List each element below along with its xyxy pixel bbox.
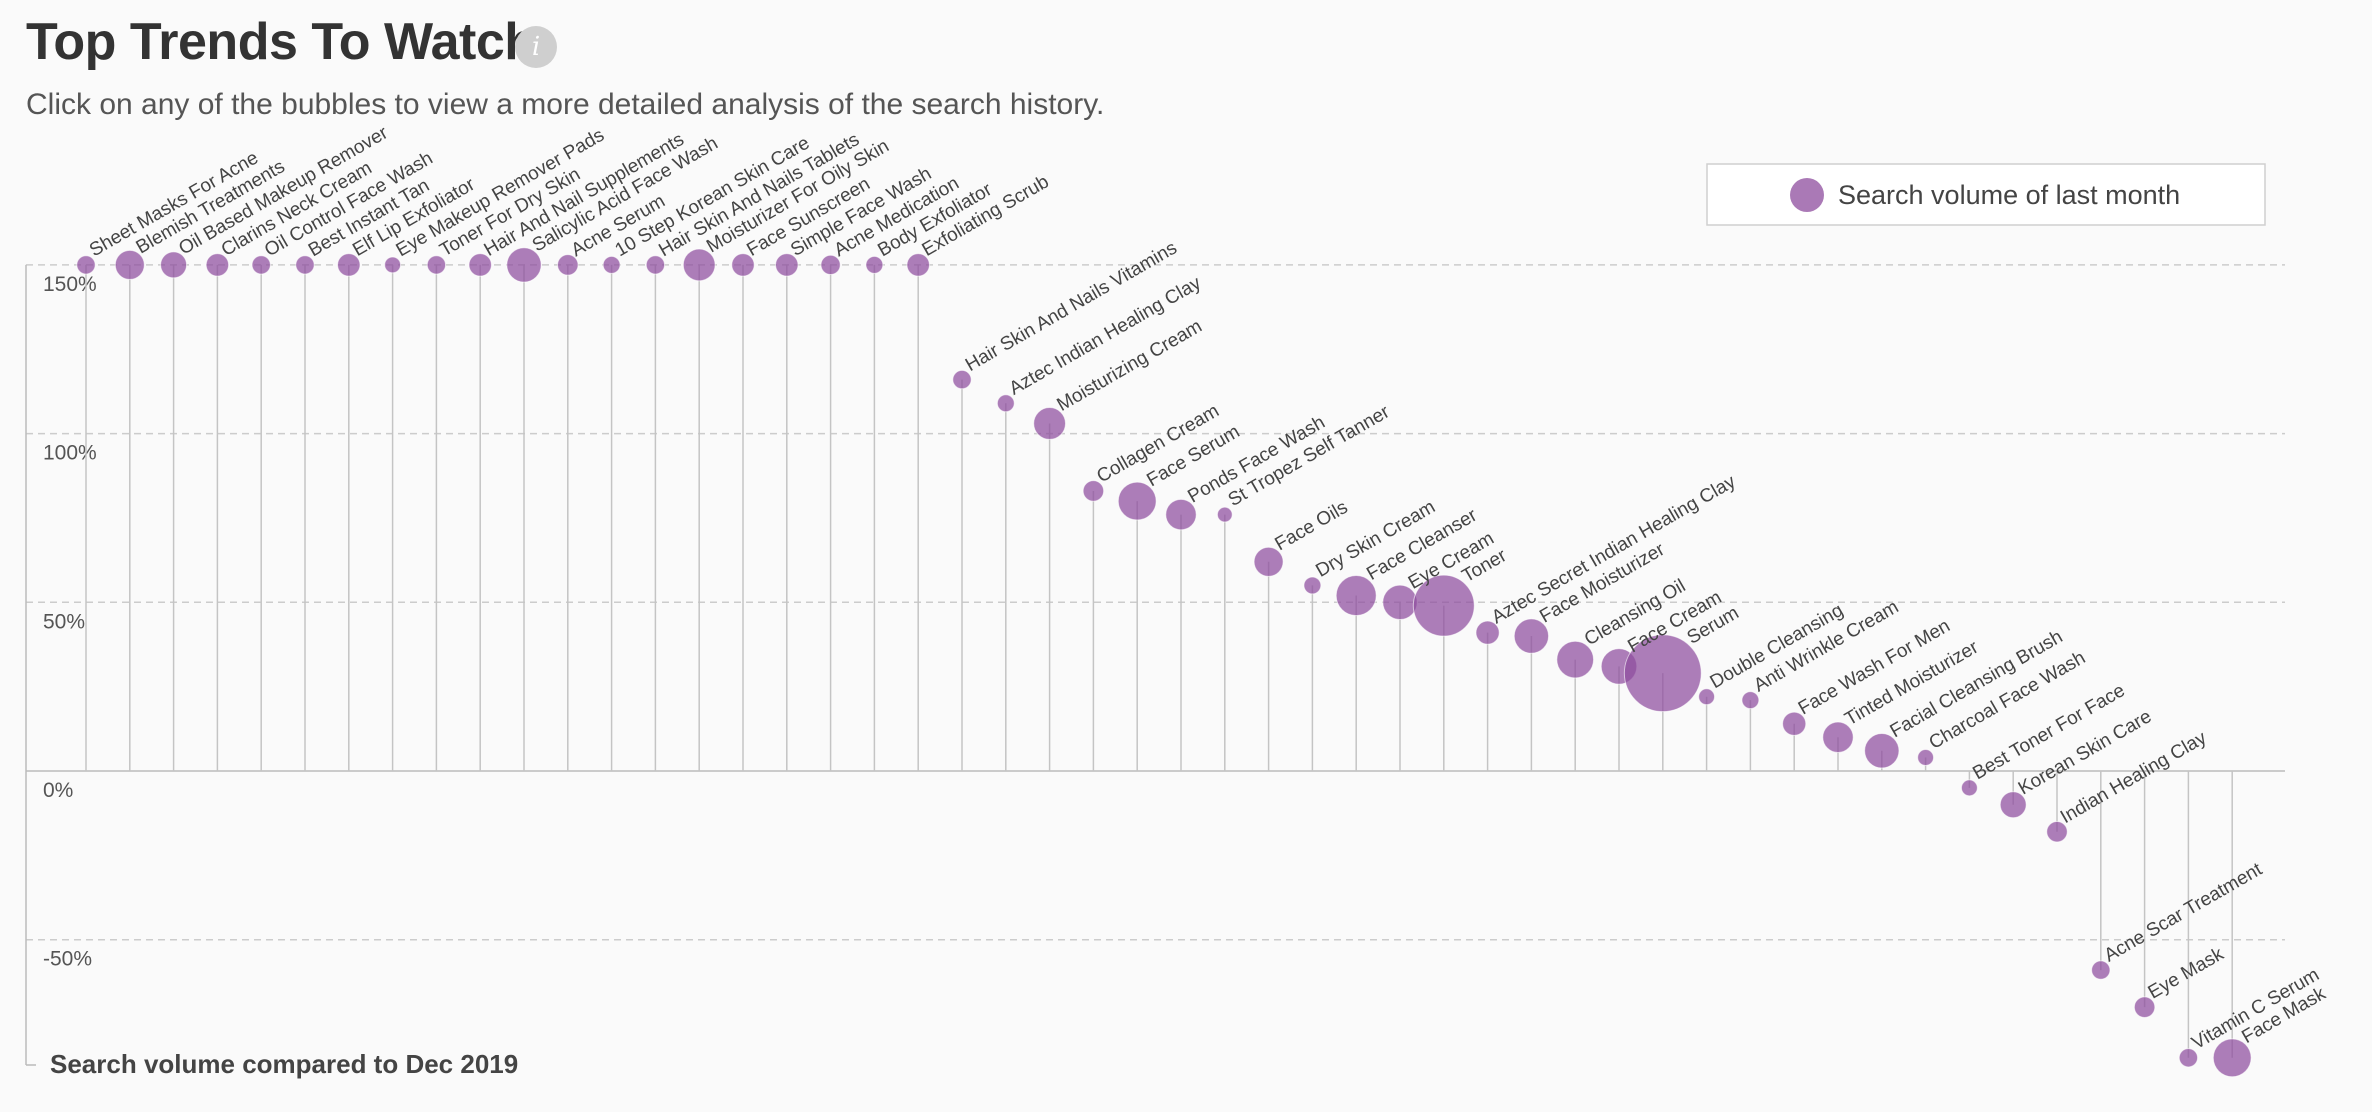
y-tick-label: 50% — [43, 610, 85, 633]
trend-bubble[interactable] — [952, 369, 972, 390]
y-tick-label: 0% — [43, 779, 73, 802]
legend-label: Search volume of last month — [1838, 180, 2180, 210]
trend-bubble[interactable] — [645, 255, 666, 275]
trend-bubble[interactable] — [1741, 691, 1760, 710]
trend-bubble[interactable] — [1475, 620, 1500, 645]
stem-layer — [85, 264, 2233, 1058]
trend-bubble[interactable] — [2212, 1038, 2252, 1078]
trend-bubble[interactable] — [1698, 688, 1716, 706]
trend-bubble[interactable] — [865, 255, 884, 274]
trend-bubble[interactable] — [602, 255, 621, 274]
trend-bubble[interactable] — [2178, 1048, 2199, 1068]
trend-bubble[interactable] — [384, 256, 402, 274]
trend-bubble[interactable] — [906, 253, 930, 277]
trend-bubble[interactable] — [1216, 506, 1233, 523]
bubble-layer — [76, 247, 2252, 1078]
trend-bubble[interactable] — [251, 255, 271, 275]
bubble-label: Eye Mask — [2145, 943, 2228, 1003]
trend-bubble[interactable] — [295, 255, 315, 275]
legend-swatch — [1790, 178, 1824, 212]
y-axis-label: Search volume compared to Dec 2019 — [50, 1049, 518, 1079]
trend-bubble[interactable] — [1782, 711, 1807, 736]
trend-bubble[interactable] — [76, 255, 96, 275]
trend-bubble[interactable] — [1556, 640, 1595, 679]
trend-bubble[interactable] — [1999, 791, 2027, 819]
trend-bubble[interactable] — [1513, 618, 1550, 654]
trend-bubble[interactable] — [1303, 576, 1322, 595]
bubble-label: Indian Healing Clay — [2057, 727, 2211, 828]
trend-bubble[interactable] — [1412, 574, 1475, 637]
axis-layer — [25, 264, 2285, 1066]
trend-bubble[interactable] — [1082, 480, 1105, 502]
trend-bubble[interactable] — [337, 253, 361, 277]
trend-bubble[interactable] — [820, 254, 841, 276]
trend-bubble[interactable] — [2046, 820, 2068, 843]
trend-bubble[interactable] — [1917, 749, 1935, 766]
trend-bubble[interactable] — [557, 254, 579, 276]
trend-bubble[interactable] — [205, 253, 230, 277]
trend-bubble[interactable] — [1623, 634, 1702, 713]
trend-bubble[interactable] — [1822, 721, 1854, 754]
trend-bubble[interactable] — [775, 253, 799, 277]
trend-bubble[interactable] — [114, 249, 145, 280]
trend-bubble[interactable] — [506, 247, 542, 283]
trend-bubble[interactable] — [1253, 546, 1284, 577]
trend-bubble[interactable] — [2133, 996, 2156, 1018]
grid-layer: 150% 100% 50% 0% -50% — [26, 264, 2285, 971]
trend-bubble[interactable] — [1864, 733, 1900, 769]
y-tick-label: 100% — [43, 442, 97, 465]
trend-bubble[interactable] — [1382, 584, 1418, 620]
trend-bubble[interactable] — [160, 251, 188, 279]
trend-bubble[interactable] — [1960, 779, 1978, 797]
y-tick-label: -50% — [43, 948, 92, 971]
trend-bubble[interactable] — [1165, 498, 1197, 531]
trend-bubble[interactable] — [1335, 575, 1377, 617]
info-icon[interactable]: i — [515, 26, 557, 68]
trend-bubble[interactable] — [996, 394, 1015, 413]
trend-bubble[interactable] — [1033, 407, 1067, 440]
bubble-label: Acne Scar Treatment — [2101, 859, 2267, 967]
trend-bubble[interactable] — [682, 248, 716, 282]
trend-bubble[interactable] — [731, 253, 755, 277]
page-title: Top Trends To Watch — [26, 13, 536, 71]
page-subtitle: Click on any of the bubbles to view a mo… — [26, 88, 1105, 121]
bubble-label: Face Oils — [1272, 497, 1352, 555]
y-tick-label: 150% — [43, 273, 97, 296]
trend-bubble[interactable] — [2091, 960, 2111, 980]
trend-bubble[interactable] — [468, 253, 492, 277]
trend-bubble[interactable] — [426, 255, 447, 275]
trend-bubble[interactable] — [1117, 481, 1157, 521]
legend: Search volume of last month — [1706, 163, 2266, 226]
